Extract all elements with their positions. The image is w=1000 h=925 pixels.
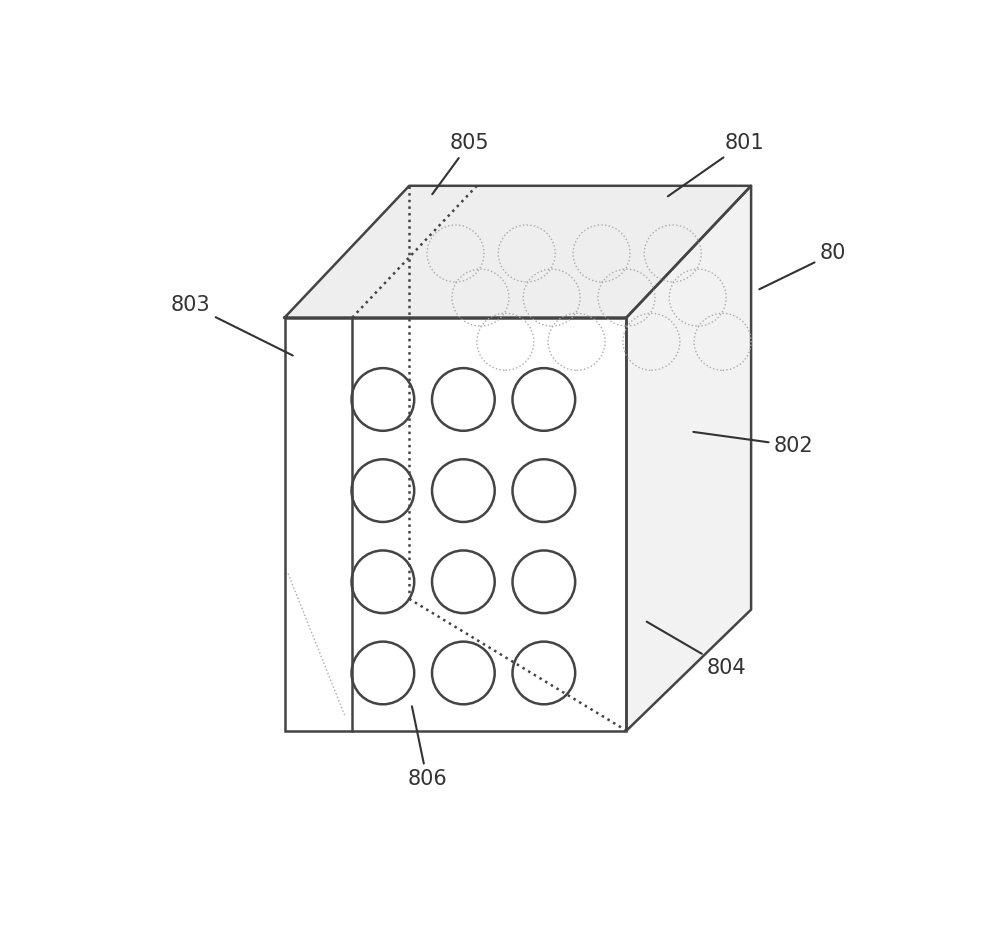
Text: 805: 805	[432, 133, 490, 194]
Text: 801: 801	[668, 133, 764, 196]
Polygon shape	[285, 186, 751, 317]
Text: 80: 80	[759, 243, 846, 290]
Text: 803: 803	[171, 295, 293, 355]
Text: 802: 802	[693, 432, 814, 456]
Polygon shape	[626, 186, 751, 731]
Text: 806: 806	[407, 707, 447, 789]
Bar	[285, 317, 626, 731]
Text: 804: 804	[647, 622, 746, 678]
